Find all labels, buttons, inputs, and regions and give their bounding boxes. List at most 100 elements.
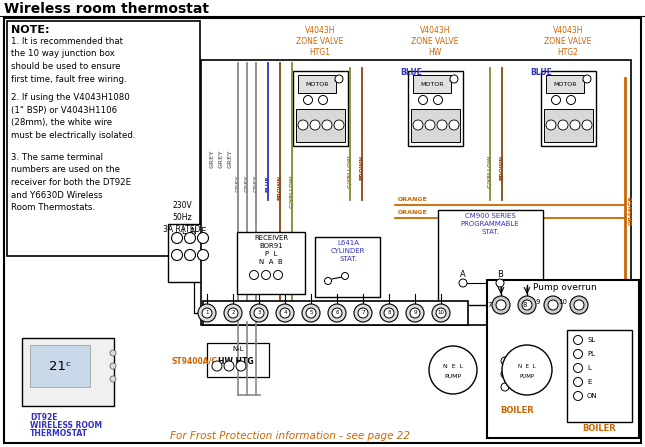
Bar: [298, 75, 336, 93]
Circle shape: [184, 232, 195, 244]
Bar: [413, 75, 451, 93]
Text: V4043H
ZONE VALVE
HTG1: V4043H ZONE VALVE HTG1: [296, 26, 344, 57]
Circle shape: [298, 120, 308, 130]
Text: BOILER: BOILER: [582, 424, 616, 433]
Text: N  E  L: N E L: [518, 364, 536, 370]
Text: ORANGE: ORANGE: [398, 197, 428, 202]
Bar: [168, 224, 220, 282]
Circle shape: [548, 300, 558, 310]
Circle shape: [335, 75, 343, 83]
Circle shape: [184, 249, 195, 261]
Circle shape: [546, 120, 556, 130]
Text: NOTE:: NOTE:: [11, 25, 50, 35]
Text: BOR91: BOR91: [259, 243, 283, 249]
Text: 4: 4: [283, 311, 287, 316]
Text: 3: 3: [257, 311, 261, 316]
Circle shape: [212, 361, 222, 371]
Circle shape: [172, 249, 183, 261]
Text: ST9400A/C: ST9400A/C: [172, 357, 218, 366]
Bar: [411, 109, 460, 142]
Circle shape: [197, 232, 208, 244]
Circle shape: [328, 304, 346, 322]
Text: 10: 10: [559, 299, 568, 305]
Circle shape: [324, 278, 332, 284]
Circle shape: [573, 350, 582, 358]
Circle shape: [380, 304, 398, 322]
Circle shape: [334, 120, 344, 130]
Circle shape: [449, 120, 459, 130]
Circle shape: [197, 249, 208, 261]
Circle shape: [566, 96, 575, 105]
Circle shape: [573, 392, 582, 401]
Text: GREY: GREY: [219, 149, 224, 168]
Text: 7: 7: [488, 302, 492, 308]
Text: BLUE: BLUE: [266, 175, 270, 191]
Circle shape: [450, 75, 458, 83]
Circle shape: [406, 304, 424, 322]
Circle shape: [273, 270, 283, 279]
Circle shape: [582, 120, 592, 130]
Text: 7: 7: [361, 311, 365, 316]
Circle shape: [558, 120, 568, 130]
Text: BROWN: BROWN: [359, 155, 364, 180]
Text: BLUE: BLUE: [530, 68, 552, 77]
Text: V4043H
ZONE VALVE
HW: V4043H ZONE VALVE HW: [412, 26, 459, 57]
Text: MOTOR: MOTOR: [305, 81, 329, 87]
Bar: [487, 280, 639, 438]
Text: GREY: GREY: [228, 149, 232, 168]
Circle shape: [310, 120, 320, 130]
Bar: [541, 71, 596, 146]
Text: 6: 6: [335, 311, 339, 316]
Circle shape: [236, 361, 246, 371]
Circle shape: [224, 361, 234, 371]
Text: Wireless room thermostat: Wireless room thermostat: [4, 2, 209, 16]
Text: 21ᶜ: 21ᶜ: [49, 359, 71, 372]
Circle shape: [425, 120, 435, 130]
Circle shape: [280, 308, 290, 318]
Circle shape: [250, 304, 268, 322]
Text: V4043H
ZONE VALVE
HTG2: V4043H ZONE VALVE HTG2: [544, 26, 591, 57]
Circle shape: [518, 296, 536, 314]
Text: G/YELLOW: G/YELLOW: [290, 175, 295, 208]
Circle shape: [496, 300, 506, 310]
Text: MOTOR: MOTOR: [421, 81, 444, 87]
Text: N  A  B: N A B: [259, 259, 283, 265]
Text: L: L: [587, 365, 591, 371]
Circle shape: [570, 120, 580, 130]
Text: For Frost Protection information - see page 22: For Frost Protection information - see p…: [170, 431, 410, 441]
Bar: [438, 210, 543, 305]
Circle shape: [332, 308, 342, 318]
Circle shape: [354, 304, 372, 322]
Circle shape: [110, 363, 116, 369]
Text: ON: ON: [587, 393, 598, 399]
Text: ORANGE: ORANGE: [398, 210, 428, 215]
Circle shape: [522, 300, 532, 310]
Text: 9: 9: [413, 311, 417, 316]
Circle shape: [410, 308, 420, 318]
Circle shape: [573, 336, 582, 345]
Bar: [207, 343, 269, 377]
Bar: [408, 71, 463, 146]
Circle shape: [306, 308, 316, 318]
Text: 2. If using the V4043H1080
(1" BSP) or V4043H1106
(28mm), the white wire
must be: 2. If using the V4043H1080 (1" BSP) or V…: [11, 93, 135, 139]
Circle shape: [583, 75, 591, 83]
Bar: [7, 21, 200, 256]
Circle shape: [202, 308, 212, 318]
Circle shape: [437, 120, 447, 130]
Text: 10: 10: [437, 311, 444, 316]
Text: G/YELLOW: G/YELLOW: [488, 155, 493, 189]
Text: WIRELESS ROOM: WIRELESS ROOM: [30, 421, 102, 430]
Text: BLUE: BLUE: [400, 68, 422, 77]
Bar: [293, 71, 348, 146]
Circle shape: [419, 96, 428, 105]
Bar: [315, 237, 380, 297]
Bar: [237, 232, 305, 294]
Circle shape: [496, 279, 504, 287]
Circle shape: [433, 96, 442, 105]
Text: 8: 8: [387, 311, 391, 316]
Bar: [499, 350, 535, 404]
Text: MOTOR: MOTOR: [553, 81, 577, 87]
Circle shape: [492, 296, 510, 314]
Text: CM900 SERIES
PROGRAMMABLE
STAT.: CM900 SERIES PROGRAMMABLE STAT.: [461, 213, 519, 235]
Circle shape: [429, 346, 477, 394]
